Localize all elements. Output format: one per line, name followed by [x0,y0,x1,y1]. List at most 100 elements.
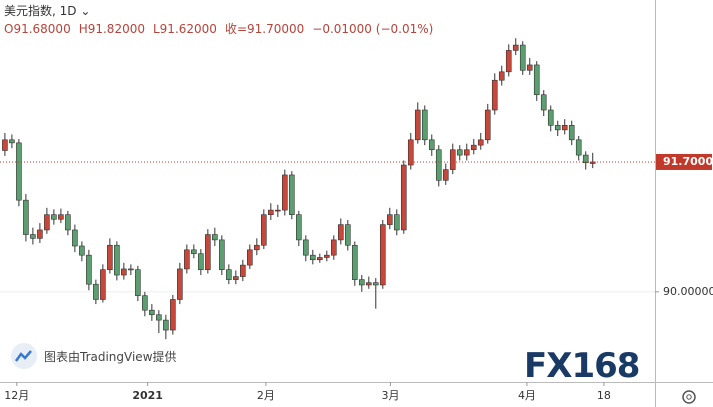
candle-body [407,139,414,166]
logo: FX168 [524,346,640,386]
candle [226,264,232,285]
candle [589,152,596,169]
candle [575,135,582,161]
candle-body [449,149,456,170]
candle-body [568,124,575,141]
candle [72,224,78,253]
candle [400,160,407,234]
candle-body [205,234,211,270]
candle-body [400,164,407,231]
candle-body [428,139,435,151]
candle [505,44,512,77]
candle-body [484,109,491,141]
candle-body [547,109,554,126]
candle-body [93,283,99,300]
settings-icon[interactable] [682,390,696,404]
candle-body [456,149,463,156]
candle [9,134,15,149]
candle [582,151,589,170]
candle-body [226,269,232,280]
candle-body [477,139,484,146]
candle [449,143,456,175]
candle [379,220,386,289]
candle-body [303,239,309,256]
candle-body [247,249,253,266]
candle [421,105,428,146]
candle-body [296,214,302,241]
candle-body [72,229,78,247]
candle-body [505,50,512,73]
candle [561,119,568,135]
candle [358,275,365,292]
watermark-text: 图表由TradingView提供 [44,349,177,364]
candle [184,244,190,274]
candle-body [589,161,596,164]
candle-body [254,244,260,251]
candle [44,207,50,234]
candle [142,291,148,317]
candle [533,61,540,101]
candle-body [51,214,57,220]
candle [498,65,505,86]
candle-body [184,249,190,270]
ohlc-value: 收=91.70000 [224,22,305,36]
candle [484,103,491,144]
candle-body [16,142,22,201]
candle-body [358,279,365,286]
candle-body [212,234,218,241]
candle-body [44,214,50,231]
candle [191,244,197,259]
candle-body [526,64,533,71]
candle [170,294,176,335]
x-tick-label: 12月 [4,389,29,402]
last-price-label: 91.70000 [663,155,713,168]
candle [337,218,344,245]
candle [198,249,204,276]
candle-body [582,154,589,164]
candle-body [100,269,106,300]
candle-body [191,249,197,254]
candle [240,259,246,282]
symbol-title[interactable]: 美元指数, 1D ⌄ [4,4,91,18]
watermark[interactable]: 图表由TradingView提供 [10,342,177,370]
candle-body [240,264,246,277]
x-tick-label: 3月 [381,389,399,402]
candle [233,270,239,285]
candle-body [575,139,582,156]
x-tick-label: 18 [597,389,611,402]
candle [135,265,141,302]
candle-body [282,174,288,211]
candle-body [344,224,351,246]
candle [393,209,400,236]
candle [100,264,106,303]
candle [121,262,127,280]
candle-body [65,214,71,231]
ohlc-value: L91.62000 [152,22,217,36]
candle [219,235,225,276]
candle [491,73,498,115]
candle-body [128,268,134,271]
candle-body [533,64,540,96]
candle-body [414,109,421,141]
candle [547,105,554,132]
candle [149,304,155,321]
candle [93,279,99,305]
candle-body [233,276,239,280]
candle [317,253,323,263]
candle [303,235,309,262]
candle [519,41,526,75]
candle-body [310,254,316,261]
ohlc-values: O91.68000 H91.82000 L91.62000 收=91.70000 −0.… [4,20,441,38]
candle-body [512,44,519,51]
x-tick-label: 2021 [132,389,163,402]
candle [114,241,120,281]
candle [2,132,8,156]
gear[interactable] [682,390,696,404]
candle-body [198,253,204,270]
candle-body [442,169,449,181]
candle [86,249,92,291]
gear-center[interactable] [686,394,692,400]
candle-body [219,239,225,270]
candle [30,227,36,245]
tv-icon [11,343,37,369]
